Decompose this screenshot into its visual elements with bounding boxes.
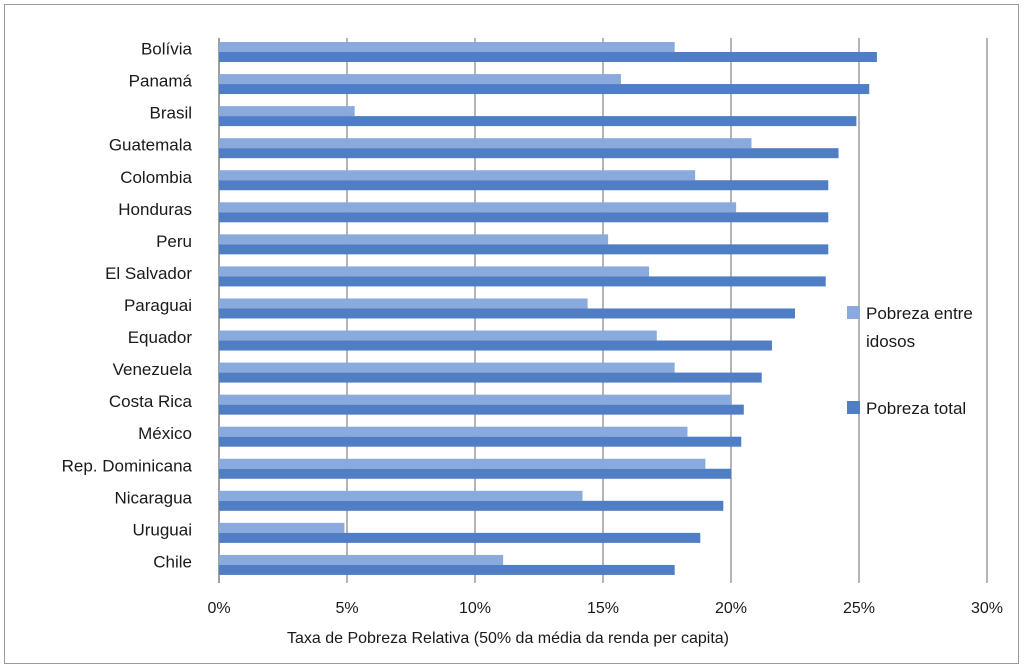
bar-idosos (219, 363, 675, 373)
category-label: Venezuela (113, 360, 193, 379)
category-label: Bolívia (141, 40, 193, 59)
bar-total (219, 52, 877, 62)
legend-swatch (847, 306, 860, 319)
bar-idosos (219, 74, 621, 84)
x-tick-label: 5% (335, 600, 358, 617)
bar-total (219, 501, 723, 511)
category-label: Brasil (149, 104, 192, 123)
bar-idosos (219, 42, 675, 52)
x-tick-label: 10% (459, 600, 491, 617)
category-label: Peru (156, 232, 192, 251)
bar-idosos (219, 170, 695, 180)
bar-total (219, 533, 700, 543)
x-tick-label: 25% (843, 600, 875, 617)
bar-idosos (219, 523, 344, 533)
bar-total (219, 373, 762, 383)
bar-idosos (219, 106, 355, 116)
bar-total (219, 341, 772, 351)
category-label: Colombia (120, 168, 192, 187)
bar-idosos (219, 138, 751, 148)
category-label: Paraguai (124, 296, 192, 315)
bar-total (219, 116, 856, 126)
bar-total (219, 565, 675, 575)
bar-idosos (219, 234, 608, 244)
category-label: Costa Rica (109, 392, 193, 411)
category-label: Equador (128, 328, 193, 347)
bar-idosos (219, 427, 687, 437)
bar-idosos (219, 266, 649, 276)
bar-total (219, 276, 826, 286)
bar-total (219, 437, 741, 447)
category-label: Guatemala (109, 136, 193, 155)
category-label: Honduras (118, 200, 192, 219)
category-label: Rep. Dominicana (62, 456, 193, 475)
bar-total (219, 469, 731, 479)
category-label: Chile (153, 552, 192, 571)
category-label: Nicaragua (115, 488, 193, 507)
bar-total (219, 212, 828, 222)
legend-swatch (847, 401, 860, 414)
category-label: Panamá (129, 72, 193, 91)
bar-total (219, 308, 795, 318)
category-label: México (138, 424, 192, 443)
legend-label: Pobreza total (866, 399, 966, 418)
bar-idosos (219, 331, 657, 341)
x-tick-label: 15% (587, 600, 619, 617)
x-tick-labels: 0% 5% 10% 15% 20% 25% 30% (207, 600, 1003, 617)
x-tick-label: 0% (207, 600, 230, 617)
bar-idosos (219, 459, 705, 469)
bar-total (219, 244, 828, 254)
category-label: Uruguai (132, 520, 192, 539)
legend-label: Pobreza entre (866, 304, 973, 323)
x-axis-title: Taxa de Pobreza Relativa (50% da média d… (287, 630, 729, 647)
bar-total (219, 84, 869, 94)
bar-idosos (219, 491, 583, 501)
bar-total (219, 180, 828, 190)
legend: Pobreza entre idosos Pobreza total (847, 304, 973, 418)
bar-idosos (219, 202, 736, 212)
x-tick-label: 20% (715, 600, 747, 617)
bars (219, 42, 877, 575)
bar-idosos (219, 395, 731, 405)
category-label: El Salvador (105, 264, 192, 283)
category-labels: Bolívia Panamá Brasil Guatemala Colombia Hond… (62, 40, 193, 572)
bar-total (219, 405, 744, 415)
x-tick-label: 30% (971, 600, 1003, 617)
legend-label: idosos (866, 332, 915, 351)
bar-idosos (219, 298, 588, 308)
bar-total (219, 148, 839, 158)
bar-idosos (219, 555, 503, 565)
